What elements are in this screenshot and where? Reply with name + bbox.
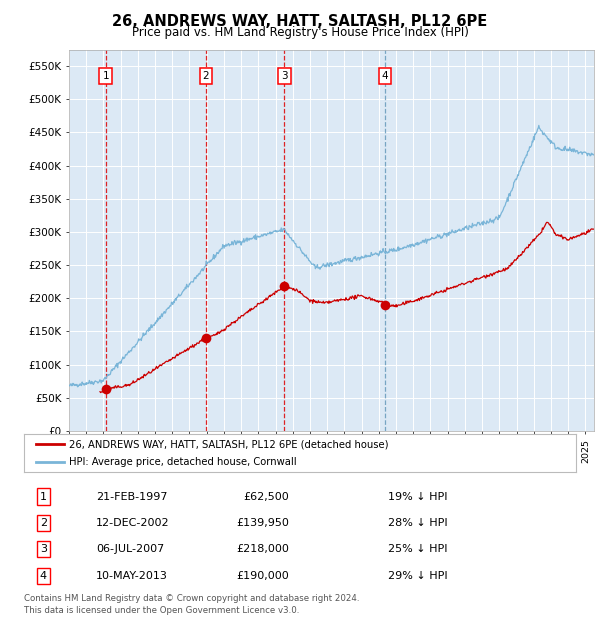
Text: 2: 2 <box>203 71 209 81</box>
Text: 25% ↓ HPI: 25% ↓ HPI <box>388 544 448 554</box>
Text: 10-MAY-2013: 10-MAY-2013 <box>96 571 167 581</box>
Text: £190,000: £190,000 <box>236 571 289 581</box>
Text: 12-DEC-2002: 12-DEC-2002 <box>96 518 169 528</box>
Text: 3: 3 <box>281 71 287 81</box>
Text: 29% ↓ HPI: 29% ↓ HPI <box>388 571 448 581</box>
Text: 4: 4 <box>40 571 47 581</box>
Text: 2: 2 <box>40 518 47 528</box>
Text: £218,000: £218,000 <box>236 544 289 554</box>
Text: 19% ↓ HPI: 19% ↓ HPI <box>388 492 448 502</box>
Text: 4: 4 <box>382 71 388 81</box>
Text: 1: 1 <box>103 71 109 81</box>
Text: 26, ANDREWS WAY, HATT, SALTASH, PL12 6PE: 26, ANDREWS WAY, HATT, SALTASH, PL12 6PE <box>112 14 488 29</box>
Text: HPI: Average price, detached house, Cornwall: HPI: Average price, detached house, Corn… <box>69 457 297 467</box>
Text: 26, ANDREWS WAY, HATT, SALTASH, PL12 6PE (detached house): 26, ANDREWS WAY, HATT, SALTASH, PL12 6PE… <box>69 440 389 450</box>
Text: £139,950: £139,950 <box>236 518 289 528</box>
Text: Price paid vs. HM Land Registry's House Price Index (HPI): Price paid vs. HM Land Registry's House … <box>131 26 469 39</box>
Text: 28% ↓ HPI: 28% ↓ HPI <box>388 518 448 528</box>
Text: 06-JUL-2007: 06-JUL-2007 <box>96 544 164 554</box>
Text: 1: 1 <box>40 492 47 502</box>
Text: 3: 3 <box>40 544 47 554</box>
Text: Contains HM Land Registry data © Crown copyright and database right 2024.
This d: Contains HM Land Registry data © Crown c… <box>24 594 359 615</box>
Text: 21-FEB-1997: 21-FEB-1997 <box>96 492 167 502</box>
Text: £62,500: £62,500 <box>243 492 289 502</box>
